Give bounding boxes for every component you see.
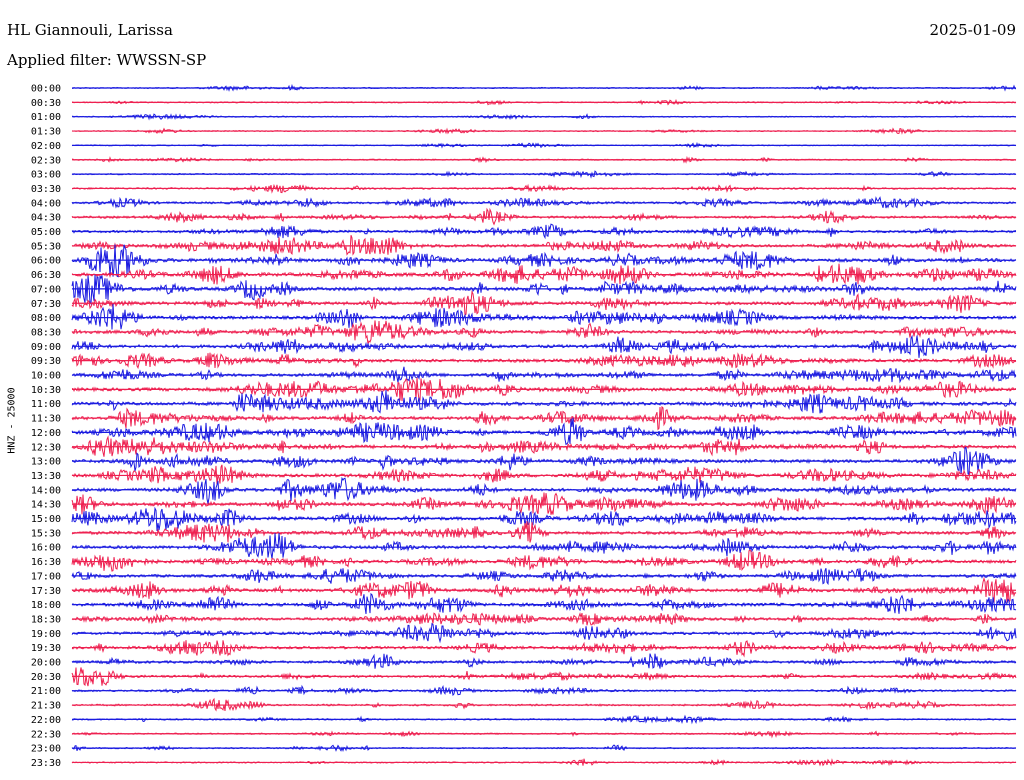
time-label: 10:30 (31, 385, 61, 396)
time-label: 07:30 (31, 299, 61, 310)
seismic-trace (71, 576, 1017, 604)
time-label: 20:30 (31, 672, 61, 683)
seismic-trace (71, 592, 1017, 614)
time-label: 11:00 (31, 399, 61, 410)
seismic-trace (71, 476, 1017, 504)
time-label: 18:00 (31, 600, 61, 611)
seismic-trace (71, 235, 1017, 256)
time-label: 21:30 (31, 701, 61, 712)
time-label: 05:00 (31, 227, 61, 238)
time-label: 12:30 (31, 442, 61, 453)
time-label: 04:30 (31, 213, 61, 224)
seismic-trace (71, 506, 1017, 532)
time-label: 09:00 (31, 342, 61, 353)
time-label: 03:00 (31, 170, 61, 181)
time-label: 06:30 (31, 270, 61, 281)
time-label: 19:30 (31, 643, 61, 654)
time-label: 05:30 (31, 241, 61, 252)
seismic-trace (71, 533, 1017, 559)
time-label: 22:30 (31, 729, 61, 740)
time-label: 00:00 (31, 84, 61, 95)
time-label: 14:00 (31, 485, 61, 496)
seismic-trace (71, 390, 1017, 414)
seismic-trace (71, 244, 1017, 278)
seismic-trace (71, 622, 1017, 644)
time-label: 07:00 (31, 284, 61, 295)
time-label: 09:30 (31, 356, 61, 367)
time-label: 16:00 (31, 543, 61, 554)
seismic-trace (71, 274, 1017, 306)
time-label: 01:00 (31, 112, 61, 123)
time-label: 22:00 (31, 715, 61, 726)
time-label: 21:00 (31, 686, 61, 697)
time-label: 12:00 (31, 428, 61, 439)
seismic-trace (71, 653, 1017, 669)
time-label: 02:30 (31, 155, 61, 166)
time-label-group: 00:00 00:30 01:00 01:30 02:00 02:30 03:00 03:30… (31, 84, 61, 769)
time-label: 15:30 (31, 528, 61, 539)
time-label: 20:00 (31, 658, 61, 669)
seismic-trace (71, 303, 1017, 330)
time-label: 10:00 (31, 371, 61, 382)
time-label: 00:30 (31, 98, 61, 109)
time-label: 02:00 (31, 141, 61, 152)
seismic-trace (71, 352, 1017, 370)
time-label: 08:30 (31, 327, 61, 338)
record-date: 2025-01-09 (929, 21, 1016, 39)
time-label: 17:00 (31, 571, 61, 582)
time-label: 06:00 (31, 256, 61, 267)
time-label: 08:00 (31, 313, 61, 324)
time-label: 17:30 (31, 586, 61, 597)
trace-group (71, 83, 1017, 767)
time-label: 13:30 (31, 471, 61, 482)
seismic-trace (71, 521, 1017, 543)
time-label: 03:30 (31, 184, 61, 195)
time-label: 18:30 (31, 614, 61, 625)
seismic-trace (71, 464, 1017, 485)
seismic-trace (71, 667, 1017, 687)
time-label: 16:30 (31, 557, 61, 568)
time-label: 01:30 (31, 127, 61, 138)
time-label: 04:00 (31, 198, 61, 209)
station-title: HL Giannouli, Larissa (7, 21, 173, 39)
seismic-trace (71, 549, 1017, 572)
time-label: 19:00 (31, 629, 61, 640)
seismic-trace (71, 196, 1017, 209)
time-label: 15:00 (31, 514, 61, 525)
time-label: 23:30 (31, 758, 61, 769)
time-label: 11:30 (31, 414, 61, 425)
time-label: 14:30 (31, 500, 61, 511)
time-label: 23:00 (31, 744, 61, 755)
time-label: 13:00 (31, 457, 61, 468)
seismic-trace (71, 405, 1017, 431)
seismic-trace (71, 417, 1017, 446)
filter-label: Applied filter: WWSSN-SP (7, 51, 207, 69)
